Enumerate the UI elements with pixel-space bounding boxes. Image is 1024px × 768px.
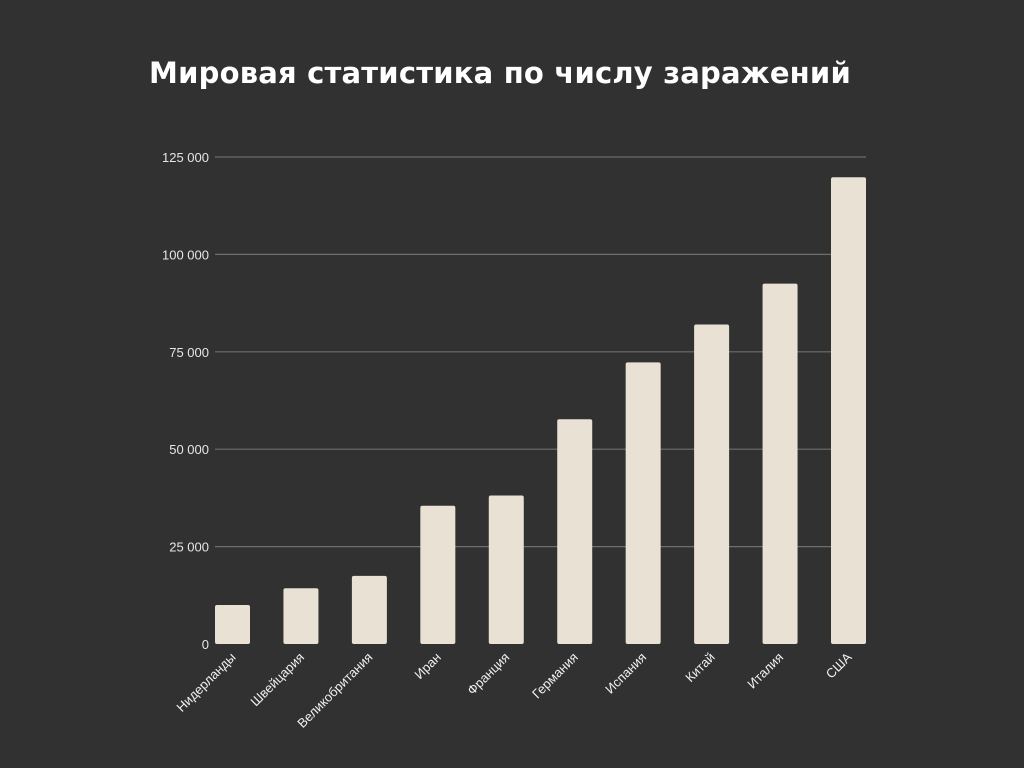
bar (488, 495, 524, 644)
bar (831, 177, 866, 644)
grid-layer (215, 156, 866, 548)
x-tick-label: Франция (464, 650, 512, 698)
y-tick-label: 75 000 (169, 345, 209, 360)
x-tick-label: Италия (744, 650, 786, 692)
bar (694, 324, 730, 644)
x-tick-label: Германия (529, 650, 581, 702)
y-tick-label: 0 (202, 637, 209, 652)
bar (420, 505, 456, 644)
y-tick-label: 100 000 (162, 247, 209, 262)
bar (625, 362, 661, 644)
x-tick-label: Китай (682, 650, 717, 685)
bar (283, 588, 319, 644)
bar-layer (215, 177, 866, 644)
x-tick-label: Великобритания (294, 650, 375, 731)
y-axis-ticks: 0 25 000 50 000 75 000 100 000 125 000 (162, 150, 209, 652)
y-tick-label: 50 000 (169, 442, 209, 457)
x-tick-label: Иран (411, 650, 444, 683)
x-tick-label: США (823, 649, 855, 681)
x-tick-label: Швейцария (247, 650, 307, 710)
y-tick-label: 25 000 (169, 540, 209, 555)
chart-title: Мировая статистика по числу заражений (149, 56, 851, 90)
bar (762, 283, 798, 644)
bar (215, 605, 250, 644)
x-tick-label: Испания (602, 650, 649, 697)
bar (351, 575, 387, 644)
x-tick-label: Нидерланды (173, 650, 238, 715)
bar (557, 419, 593, 644)
y-tick-label: 125 000 (162, 150, 209, 165)
